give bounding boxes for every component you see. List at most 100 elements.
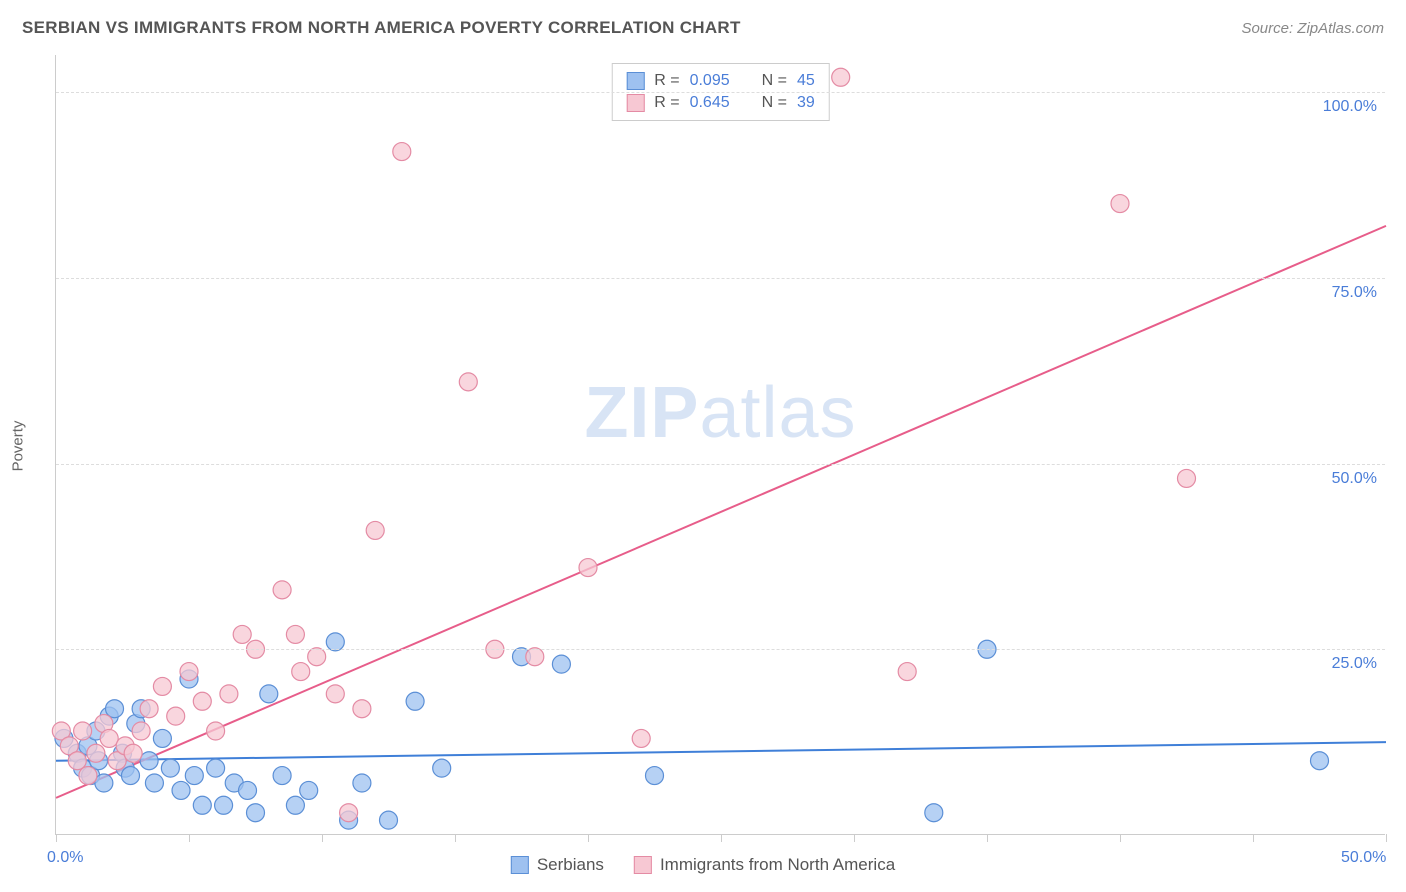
data-point-immigrants_na [898, 663, 916, 681]
data-point-immigrants_na [353, 700, 371, 718]
x-tick [721, 834, 722, 842]
data-point-immigrants_na [459, 373, 477, 391]
data-point-serbians [406, 692, 424, 710]
data-point-immigrants_na [140, 700, 158, 718]
data-point-serbians [121, 767, 139, 785]
legend-n-value: 39 [797, 94, 815, 112]
y-axis-label: Poverty [10, 421, 27, 472]
data-point-immigrants_na [87, 744, 105, 762]
x-tick [1253, 834, 1254, 842]
data-point-immigrants_na [220, 685, 238, 703]
legend-series: Serbians Immigrants from North America [511, 843, 895, 886]
data-point-serbians [140, 752, 158, 770]
data-point-serbians [247, 804, 265, 822]
data-point-immigrants_na [273, 581, 291, 599]
data-point-immigrants_na [832, 68, 850, 86]
x-tick [987, 834, 988, 842]
x-tick-label: 0.0% [47, 849, 83, 867]
regression-line-serbians [56, 742, 1386, 761]
legend-n-label: N = [762, 94, 787, 112]
data-point-immigrants_na [393, 143, 411, 161]
data-point-immigrants_na [132, 722, 150, 740]
data-point-immigrants_na [153, 677, 171, 695]
data-point-immigrants_na [308, 648, 326, 666]
data-point-serbians [95, 774, 113, 792]
legend-n-label: N = [762, 72, 787, 90]
y-tick-label: 100.0% [1323, 98, 1377, 116]
data-point-serbians [145, 774, 163, 792]
gridline [56, 278, 1385, 279]
legend-series-item: Serbians [511, 855, 604, 875]
gridline [56, 92, 1385, 93]
data-point-serbians [161, 759, 179, 777]
data-point-serbians [273, 767, 291, 785]
data-point-immigrants_na [1111, 195, 1129, 213]
legend-r-label: R = [654, 72, 679, 90]
x-tick [322, 834, 323, 842]
y-tick-label: 25.0% [1332, 655, 1377, 673]
data-point-serbians [326, 633, 344, 651]
data-point-serbians [193, 796, 211, 814]
legend-r-value: 0.645 [690, 94, 730, 112]
plot-area: ZIPatlas R =0.095N =45R =0.645N =39 25.0… [55, 55, 1385, 835]
data-point-serbians [172, 781, 190, 799]
legend-row: R = 0.645 N = 39 [626, 92, 815, 114]
data-point-immigrants_na [74, 722, 92, 740]
legend-swatch [626, 94, 644, 112]
legend-n-value: 45 [797, 72, 815, 90]
data-point-immigrants_na [180, 663, 198, 681]
data-point-immigrants_na [233, 625, 251, 643]
x-tick [1386, 834, 1387, 842]
legend-series-label: Immigrants from North America [660, 855, 895, 875]
y-tick-label: 75.0% [1332, 284, 1377, 302]
data-point-immigrants_na [526, 648, 544, 666]
legend-swatch [634, 856, 652, 874]
legend-series-label: Serbians [537, 855, 604, 875]
data-point-immigrants_na [366, 521, 384, 539]
data-point-immigrants_na [579, 559, 597, 577]
data-point-serbians [353, 774, 371, 792]
data-point-serbians [153, 729, 171, 747]
data-point-immigrants_na [632, 729, 650, 747]
legend-r-label: R = [654, 94, 679, 112]
data-point-immigrants_na [292, 663, 310, 681]
data-point-serbians [215, 796, 233, 814]
chart-header: SERBIAN VS IMMIGRANTS FROM NORTH AMERICA… [22, 18, 1384, 38]
data-point-serbians [1311, 752, 1329, 770]
legend-row: R =0.095N =45 [626, 70, 815, 92]
legend-swatch [511, 856, 529, 874]
scatter-layer [56, 55, 1385, 834]
data-point-serbians [925, 804, 943, 822]
data-point-immigrants_na [326, 685, 344, 703]
legend-swatch [626, 72, 644, 90]
data-point-immigrants_na [100, 729, 118, 747]
chart-source: Source: ZipAtlas.com [1241, 20, 1384, 37]
y-tick-label: 50.0% [1332, 470, 1377, 488]
x-tick [588, 834, 589, 842]
data-point-immigrants_na [167, 707, 185, 725]
gridline [56, 464, 1385, 465]
x-tick [455, 834, 456, 842]
x-tick-label: 50.0% [1341, 849, 1386, 867]
data-point-immigrants_na [207, 722, 225, 740]
data-point-serbians [433, 759, 451, 777]
data-point-immigrants_na [1178, 469, 1196, 487]
chart-title: SERBIAN VS IMMIGRANTS FROM NORTH AMERICA… [22, 18, 741, 38]
data-point-immigrants_na [124, 744, 142, 762]
x-tick [56, 834, 57, 842]
regression-line-immigrants_na [56, 226, 1386, 798]
data-point-serbians [380, 811, 398, 829]
legend-series-item: Immigrants from North America [634, 855, 895, 875]
x-tick [854, 834, 855, 842]
gridline [56, 649, 1385, 650]
data-point-serbians [185, 767, 203, 785]
data-point-serbians [286, 796, 304, 814]
data-point-serbians [207, 759, 225, 777]
data-point-serbians [300, 781, 318, 799]
x-tick [1120, 834, 1121, 842]
data-point-serbians [239, 781, 257, 799]
data-point-serbians [260, 685, 278, 703]
data-point-immigrants_na [286, 625, 304, 643]
data-point-immigrants_na [340, 804, 358, 822]
data-point-serbians [646, 767, 664, 785]
